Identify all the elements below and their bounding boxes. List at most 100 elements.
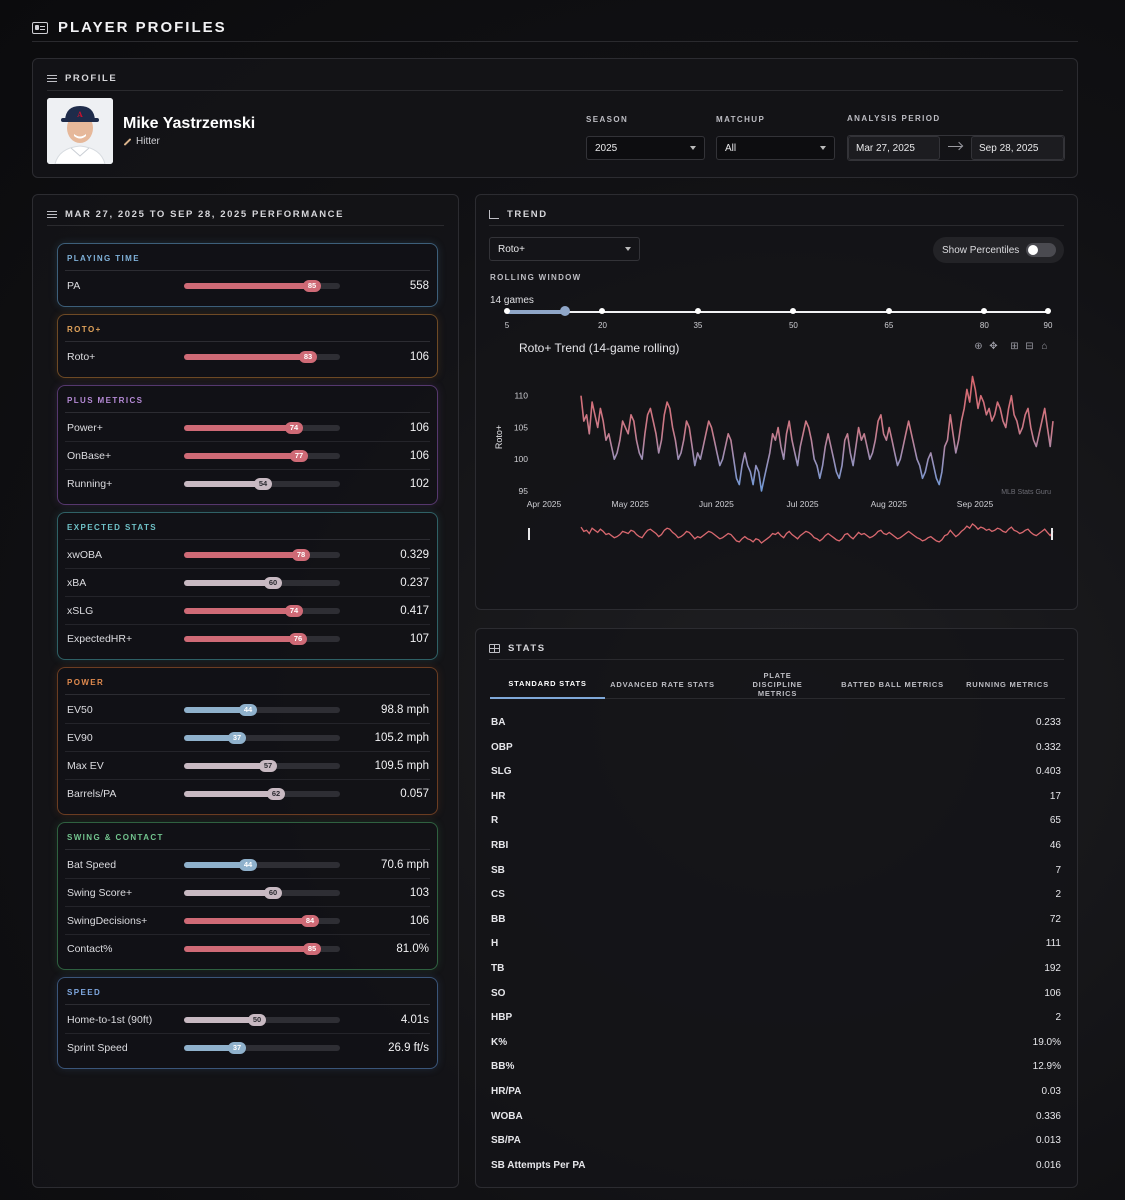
bat-icon — [123, 137, 132, 146]
percentile-bar: 85 — [184, 280, 340, 292]
tab-plate-discipline-metrics[interactable]: PLATE DISCIPLINE METRICS — [752, 670, 803, 698]
slider-handle[interactable] — [560, 306, 570, 316]
slider-step-dot[interactable] — [885, 308, 892, 314]
rolling-window-slider[interactable] — [507, 311, 1048, 313]
slider-step-dot[interactable] — [599, 308, 606, 314]
slider-step-dot[interactable] — [1045, 308, 1051, 314]
zoom-in-icon[interactable]: ⊞ — [1010, 341, 1019, 352]
divider — [65, 1004, 430, 1005]
divider — [65, 441, 430, 442]
stat-label: HBP — [491, 1012, 513, 1024]
metric-value: 0.417 — [400, 605, 429, 617]
range-handle-left[interactable] — [528, 528, 530, 540]
slider-step-dot[interactable] — [790, 308, 797, 314]
stat-row: OBP 0.332 — [490, 736, 1061, 760]
stat-label: H — [491, 938, 499, 950]
trend-metric-select[interactable]: Roto+ — [489, 237, 640, 261]
stat-row: K% 19.0% — [490, 1031, 1061, 1055]
stat-label: K% — [491, 1036, 508, 1048]
percentile-bar: 50 — [184, 1014, 340, 1026]
percentile-badge: 84 — [301, 915, 319, 927]
sliders-icon — [47, 210, 57, 219]
show-percentiles-toggle[interactable] — [1026, 243, 1056, 257]
percentile-fill — [184, 354, 313, 360]
metric-group-expected-stats: EXPECTED STATS xwOBA 78 0.329 xBA 60 0.237 xSLG… — [57, 512, 438, 660]
y-tick-label: 110 — [514, 391, 528, 401]
slider-step-dot[interactable] — [694, 308, 701, 314]
stat-value: 12.9% — [1032, 1061, 1061, 1073]
zoom-out-icon[interactable]: ⊟ — [1025, 341, 1034, 352]
metric-row: OnBase+ 77 106 — [58, 442, 437, 470]
slider-tick-label: 50 — [788, 321, 798, 330]
player-role-label: Hitter — [136, 136, 160, 147]
tab-running-metrics[interactable]: RUNNING METRICS — [966, 679, 1049, 689]
group-title: PLAYING TIME — [67, 254, 140, 263]
metric-name: SwingDecisions+ — [67, 915, 148, 927]
metric-name: Roto+ — [67, 351, 96, 363]
profile-panel: PROFILE A Mike Yastrzemski Hitter SEASON… — [32, 58, 1078, 178]
slider-step-dot[interactable] — [981, 308, 988, 314]
y-tick-label: 105 — [514, 422, 528, 432]
stats-panel: STATS STANDARD STATS ADVANCED RATE STATS P… — [475, 628, 1078, 1188]
stat-label: R — [491, 815, 499, 827]
divider — [489, 659, 1064, 660]
stat-row: H 111 — [490, 932, 1061, 956]
metric-row: Barrels/PA 62 0.057 — [58, 780, 437, 808]
period-end-input[interactable]: Sep 28, 2025 — [971, 136, 1064, 160]
analysis-period-range — [847, 135, 1065, 161]
percentile-bar: 57 — [184, 760, 340, 772]
metric-row: Home-to-1st (90ft) 50 4.01s — [58, 1006, 437, 1034]
range-slider-line — [580, 522, 1054, 544]
stat-value: 2 — [1055, 1012, 1061, 1024]
metric-value: 81.0% — [396, 943, 429, 955]
stat-row: CS 2 — [490, 883, 1061, 907]
metric-row: Power+ 74 106 — [58, 414, 437, 442]
season-select[interactable]: 2025 — [586, 136, 705, 160]
divider — [65, 624, 430, 625]
metric-value: 102 — [409, 478, 429, 490]
matchup-select[interactable]: All — [716, 136, 835, 160]
performance-panel: MAR 27, 2025 TO SEP 28, 2025 PERFORMANCE… — [32, 194, 459, 1188]
pan-icon[interactable]: ✥ — [989, 341, 998, 352]
range-handle-right[interactable] — [1051, 528, 1053, 540]
slider-tick-label: 80 — [979, 321, 989, 330]
stat-value: 2 — [1055, 889, 1061, 901]
metric-name: Barrels/PA — [67, 788, 117, 800]
divider — [47, 225, 444, 226]
percentile-bar: 78 — [184, 549, 340, 561]
table-icon — [489, 644, 500, 653]
metric-row: EV50 44 98.8 mph — [58, 696, 437, 724]
metric-value: 26.9 ft/s — [388, 1042, 429, 1054]
percentile-bar: 37 — [184, 1042, 340, 1054]
percentile-bar: 44 — [184, 859, 340, 871]
stat-value: 0.013 — [1035, 1135, 1061, 1147]
slider-fill — [507, 310, 565, 314]
percentile-fill — [184, 580, 278, 586]
divider — [65, 878, 430, 879]
period-start-input[interactable]: Mar 27, 2025 — [848, 136, 940, 160]
metric-value: 0.329 — [400, 549, 429, 561]
stat-label: HR — [491, 790, 506, 802]
metric-value: 103 — [409, 887, 429, 899]
tab-advanced-rate-stats[interactable]: ADVANCED RATE STATS — [610, 679, 715, 689]
metric-group-roto-: ROTO+ Roto+ 83 106 — [57, 314, 438, 378]
zoom-icon[interactable]: ⊕ — [974, 341, 983, 352]
slider-tick-label: 65 — [884, 321, 894, 330]
stat-value: 0.332 — [1035, 741, 1061, 753]
metric-group-plus-metrics: PLUS METRICS Power+ 74 106 OnBase+ 77 106 Runni… — [57, 385, 438, 505]
metric-value: 4.01s — [400, 1014, 429, 1026]
stat-value: 0.233 — [1035, 717, 1061, 728]
percentile-bar: 84 — [184, 915, 340, 927]
percentile-bar: 74 — [184, 605, 340, 617]
svg-text:A: A — [76, 110, 83, 119]
chevron-down-icon — [625, 247, 631, 251]
tab-batted-ball-metrics[interactable]: BATTED BALL METRICS — [841, 679, 944, 689]
tab-standard-stats[interactable]: STANDARD STATS — [490, 669, 605, 699]
divider — [65, 751, 430, 752]
stat-row: SB Attempts Per PA 0.016 — [490, 1154, 1061, 1178]
percentile-badge: 85 — [303, 280, 321, 292]
slider-tick-label: 90 — [1043, 321, 1053, 330]
home-icon[interactable]: ⌂ — [1041, 341, 1048, 352]
slider-step-dot[interactable] — [504, 308, 510, 314]
page-title: PLAYER PROFILES — [58, 19, 227, 36]
